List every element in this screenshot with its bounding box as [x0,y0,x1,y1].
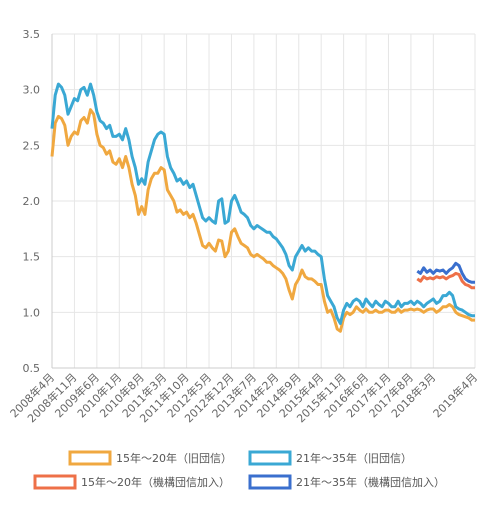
line-series [50,108,475,333]
legend-label: 21年～35年（機構団信加入） [296,475,445,489]
legend-swatch [68,450,112,466]
legend-label: 21年～35年（旧団信） [296,451,412,465]
y-tick-label: 3.0 [23,84,41,97]
line-series [416,271,475,290]
legend-label: 15年～20年（機構団信加入） [81,475,230,489]
y-tick-label: 2.5 [23,139,41,152]
legend-swatch [33,474,77,490]
line-series [50,82,475,325]
y-tick-label: 3.5 [23,28,41,41]
y-tick-label: 1.5 [23,251,41,264]
legend-swatch [248,450,292,466]
line-series [416,261,475,284]
x-tick-label: 2019年4月 [430,370,480,420]
y-tick-label: 1.0 [23,306,41,319]
y-tick-label: 0.5 [23,362,41,375]
y-tick-label: 2.0 [23,195,41,208]
legend-label: 15年～20年（旧団信） [116,451,232,465]
legend-swatch [248,474,292,490]
